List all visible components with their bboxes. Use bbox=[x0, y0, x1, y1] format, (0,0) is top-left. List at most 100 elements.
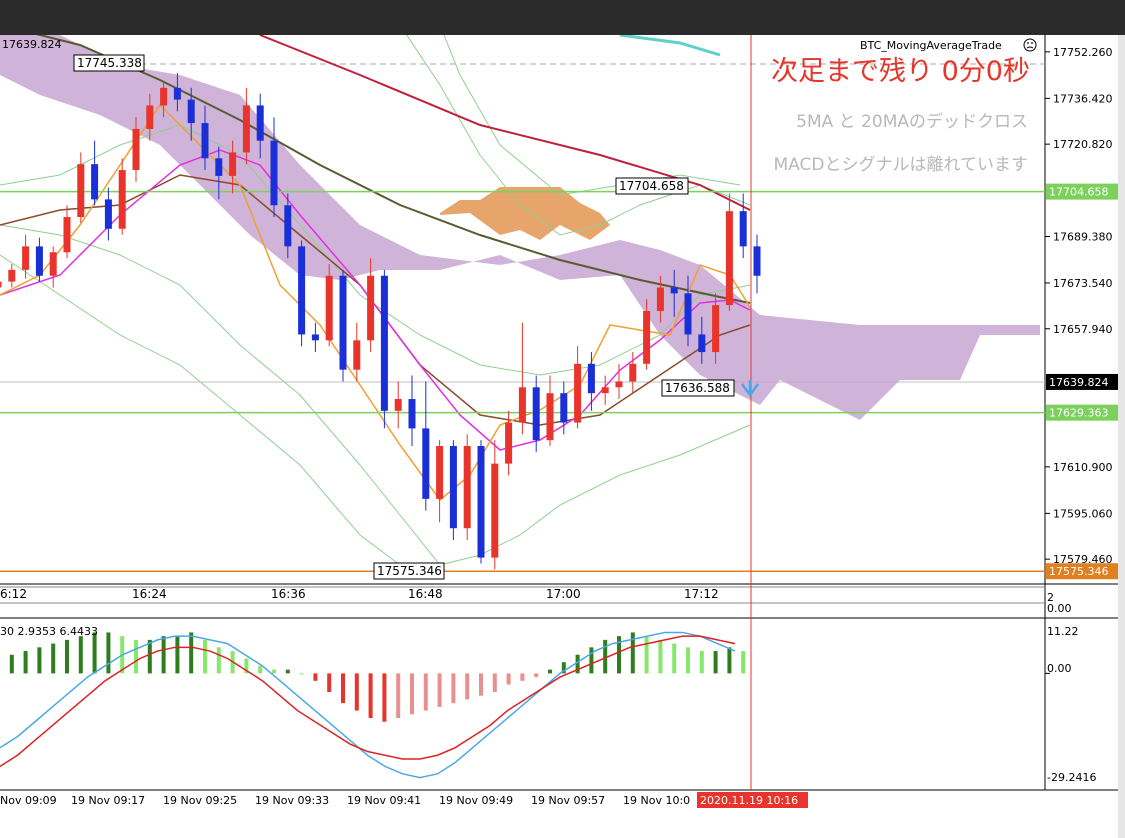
candle bbox=[118, 158, 126, 235]
candle-body bbox=[532, 387, 540, 441]
candle-body bbox=[77, 164, 85, 218]
macd-bar bbox=[9, 654, 14, 674]
macd-bar bbox=[368, 673, 373, 719]
time-tick: 16:36 bbox=[271, 587, 306, 601]
price-label: 17595.060 bbox=[1053, 507, 1113, 520]
subpanel-label-2: 2 bbox=[1047, 591, 1054, 604]
candle bbox=[270, 117, 278, 218]
candle-body bbox=[201, 123, 209, 159]
candle bbox=[325, 263, 333, 347]
macd-bar bbox=[686, 647, 690, 674]
macd-bar bbox=[382, 673, 387, 722]
candle-body bbox=[574, 363, 582, 423]
time-tick: 17:00 bbox=[546, 587, 581, 601]
candle bbox=[670, 269, 678, 317]
macd-bar bbox=[285, 669, 290, 674]
candle bbox=[367, 258, 375, 353]
candle bbox=[629, 352, 637, 394]
candle bbox=[712, 293, 720, 364]
moving-average-line bbox=[259, 35, 751, 211]
price-label: 17657.940 bbox=[1053, 323, 1113, 336]
marker-last-low: 17636.588 bbox=[661, 379, 735, 397]
current-time-badge: 2020.11.19 10:16 bbox=[697, 792, 808, 808]
candle bbox=[187, 87, 195, 141]
candlesticks bbox=[0, 73, 761, 570]
candle-body bbox=[739, 211, 747, 247]
candle-body bbox=[436, 446, 444, 499]
candle-body bbox=[229, 152, 237, 176]
bollinger-line bbox=[0, 254, 401, 566]
scrollbar-gutter[interactable] bbox=[1118, 35, 1125, 838]
candle-body bbox=[325, 275, 333, 341]
macd-bar bbox=[216, 647, 221, 674]
price-label: 17752.260 bbox=[1053, 46, 1113, 59]
price-label: 17579.460 bbox=[1053, 553, 1113, 566]
time-tick: 6:12 bbox=[0, 587, 27, 601]
candle-body bbox=[712, 305, 720, 353]
candle bbox=[63, 205, 71, 259]
macd-bar bbox=[603, 639, 608, 674]
candle-body bbox=[449, 446, 457, 529]
candle bbox=[8, 263, 16, 288]
candle bbox=[201, 105, 209, 171]
bottom-time-tick: 19 Nov 09:41 bbox=[347, 794, 421, 807]
candle bbox=[449, 440, 457, 540]
macd-bar bbox=[617, 636, 621, 674]
candle-body bbox=[22, 246, 30, 270]
candle bbox=[739, 193, 747, 259]
macd-bar bbox=[313, 673, 318, 681]
candle bbox=[643, 299, 651, 370]
candle bbox=[436, 440, 444, 523]
time-tick: 17:12 bbox=[684, 587, 719, 601]
candle-body bbox=[629, 363, 637, 382]
macd-bar bbox=[520, 673, 525, 681]
price-badge-current bbox=[1046, 373, 1118, 390]
candle bbox=[256, 93, 264, 159]
candle-body bbox=[187, 99, 195, 124]
candle-body bbox=[601, 387, 609, 394]
candle bbox=[339, 269, 347, 382]
candle-body bbox=[546, 393, 554, 441]
signal-line bbox=[0, 635, 736, 768]
macd-bar bbox=[658, 639, 663, 674]
candle bbox=[284, 193, 292, 259]
trading-chart[interactable]: 17752.260 17736.420 17720.820 17689.380 1767… bbox=[0, 35, 1118, 838]
candle-body bbox=[146, 105, 154, 129]
candle-body bbox=[491, 463, 499, 558]
candle-body bbox=[160, 87, 168, 106]
candle bbox=[242, 87, 250, 165]
macd-bar bbox=[423, 673, 428, 711]
candle bbox=[587, 352, 595, 411]
macd-line bbox=[0, 631, 736, 779]
smiley-icon[interactable] bbox=[1023, 38, 1037, 52]
macd-bar bbox=[65, 639, 69, 674]
candle-body bbox=[118, 170, 126, 229]
candle bbox=[532, 375, 540, 452]
bottom-time-tick: 19 Nov 09:17 bbox=[71, 794, 145, 807]
candle-body bbox=[408, 399, 416, 429]
marker-high: 17745.338 bbox=[73, 54, 145, 72]
svg-text:17636.588: 17636.588 bbox=[665, 381, 730, 395]
macd-bar bbox=[492, 673, 497, 692]
candle bbox=[49, 246, 57, 288]
expert-name: BTC_MovingAverageTrade bbox=[860, 39, 1002, 52]
candle-body bbox=[35, 246, 43, 276]
svg-text:17704.658: 17704.658 bbox=[619, 179, 684, 193]
macd-bar bbox=[561, 662, 566, 674]
candle bbox=[656, 275, 664, 323]
candle-body bbox=[353, 340, 361, 370]
candle bbox=[505, 410, 513, 476]
price-label: 17610.900 bbox=[1053, 461, 1113, 474]
price-label: 17689.380 bbox=[1053, 230, 1113, 243]
candle bbox=[229, 140, 237, 194]
macd-bar bbox=[272, 669, 276, 674]
candle bbox=[491, 440, 499, 570]
bollinger-line bbox=[0, 224, 751, 566]
candle bbox=[463, 434, 471, 540]
bottom-time-tick: 19 Nov 09:57 bbox=[531, 794, 605, 807]
candle bbox=[753, 234, 761, 294]
top-left-price: 17639.824 bbox=[2, 38, 62, 51]
macd-bar bbox=[699, 651, 704, 674]
macd-bar bbox=[534, 673, 539, 678]
candle-body bbox=[670, 287, 678, 294]
